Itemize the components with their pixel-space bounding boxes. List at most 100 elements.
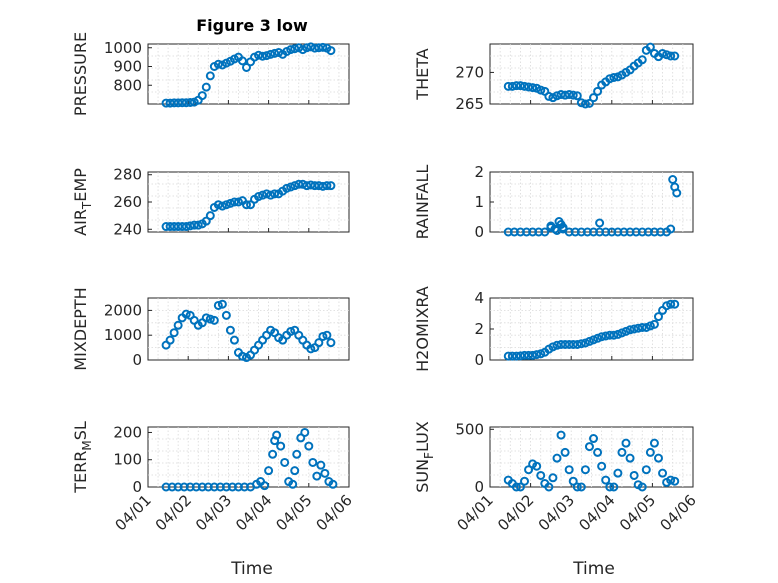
y-tick-label: 500 [455, 420, 484, 438]
y-axis-label: RAINFALL [413, 165, 432, 240]
data-point [528, 83, 538, 93]
y-tick-label: 200 [113, 423, 142, 441]
data-point [286, 45, 296, 55]
y-axis-label: H2OMIXRA [413, 286, 432, 372]
x-tick-label: 04/04 [575, 491, 618, 534]
y-tick-label: 2 [474, 320, 484, 338]
data-point [605, 482, 615, 492]
data-point [629, 324, 639, 334]
data-point [213, 59, 223, 69]
y-tick-label: 2000 [104, 301, 142, 319]
data-point [670, 299, 680, 309]
data-point [209, 315, 219, 325]
data-point [298, 179, 308, 189]
data-point [507, 81, 517, 91]
data-point [272, 430, 282, 440]
data-point [260, 481, 270, 491]
data-point [169, 328, 179, 338]
data-point [169, 222, 179, 232]
data-point [258, 51, 268, 61]
y-tick-label: 260 [113, 193, 142, 211]
data-point [290, 181, 300, 191]
y-tick-label: 0 [474, 478, 484, 496]
data-point [229, 197, 239, 207]
x-axis-label-right: Time [572, 559, 615, 579]
data-point [524, 82, 534, 92]
y-tick-label: 800 [113, 76, 142, 94]
data-point [290, 44, 300, 54]
data-point [318, 181, 328, 191]
data-point [524, 350, 534, 360]
data-point [276, 441, 286, 451]
data-point [617, 447, 627, 457]
x-tick-label: 04/01 [112, 491, 155, 534]
data-point [589, 434, 599, 444]
data-point [217, 299, 227, 309]
data-point [560, 340, 570, 349]
data-point [173, 98, 183, 108]
data-point [666, 299, 676, 309]
data-point [572, 340, 582, 349]
data-point [597, 332, 607, 342]
data-point [503, 81, 513, 91]
data-point [621, 326, 631, 336]
y-axis-label: PRESSURE [71, 32, 90, 116]
data-point [649, 319, 659, 329]
data-point [161, 98, 171, 108]
data-point [645, 321, 655, 331]
data-point [556, 90, 566, 100]
data-point [213, 200, 223, 210]
data-point [221, 200, 231, 210]
data-point [322, 330, 332, 340]
x-axis-label-left: Time [230, 559, 273, 579]
data-point [528, 350, 538, 360]
data-point [653, 312, 663, 322]
data-point [310, 43, 320, 53]
data-point [601, 475, 611, 485]
y-tick-label: 1000 [104, 326, 142, 344]
data-point [625, 453, 635, 463]
data-point [645, 447, 655, 457]
data-point [286, 326, 296, 336]
y-axis-label: TERRMSL [71, 421, 94, 494]
data-point [532, 350, 542, 360]
y-tick-label: 280 [113, 166, 142, 184]
data-point [264, 466, 274, 476]
plot-area [147, 297, 350, 361]
data-point [161, 222, 171, 232]
data-point [641, 322, 651, 332]
data-point [649, 438, 659, 448]
data-point [258, 190, 268, 200]
data-point [593, 447, 603, 457]
data-point [225, 198, 235, 208]
x-tick-label: 04/05 [272, 491, 315, 534]
data-point [185, 221, 195, 231]
data-point [568, 90, 578, 100]
data-point [262, 189, 272, 199]
data-point [511, 351, 521, 361]
data-point [270, 48, 280, 58]
data-point [613, 468, 623, 478]
data-point [241, 62, 251, 72]
data-point [165, 98, 175, 108]
data-point [193, 220, 203, 230]
data-point [548, 473, 558, 483]
data-point [201, 82, 211, 92]
y-tick-label: 270 [455, 63, 484, 81]
data-point [629, 470, 639, 480]
y-axis-label: THETA [413, 48, 432, 100]
data-point [201, 313, 211, 323]
data-point [286, 182, 296, 192]
data-point [310, 181, 320, 191]
data-point [576, 339, 586, 349]
data-point [306, 180, 316, 190]
data-point [520, 350, 530, 360]
data-point [576, 482, 586, 492]
data-point [515, 351, 525, 361]
data-point [507, 351, 517, 361]
data-point [520, 476, 530, 486]
data-point [584, 98, 594, 108]
data-point [548, 342, 558, 352]
